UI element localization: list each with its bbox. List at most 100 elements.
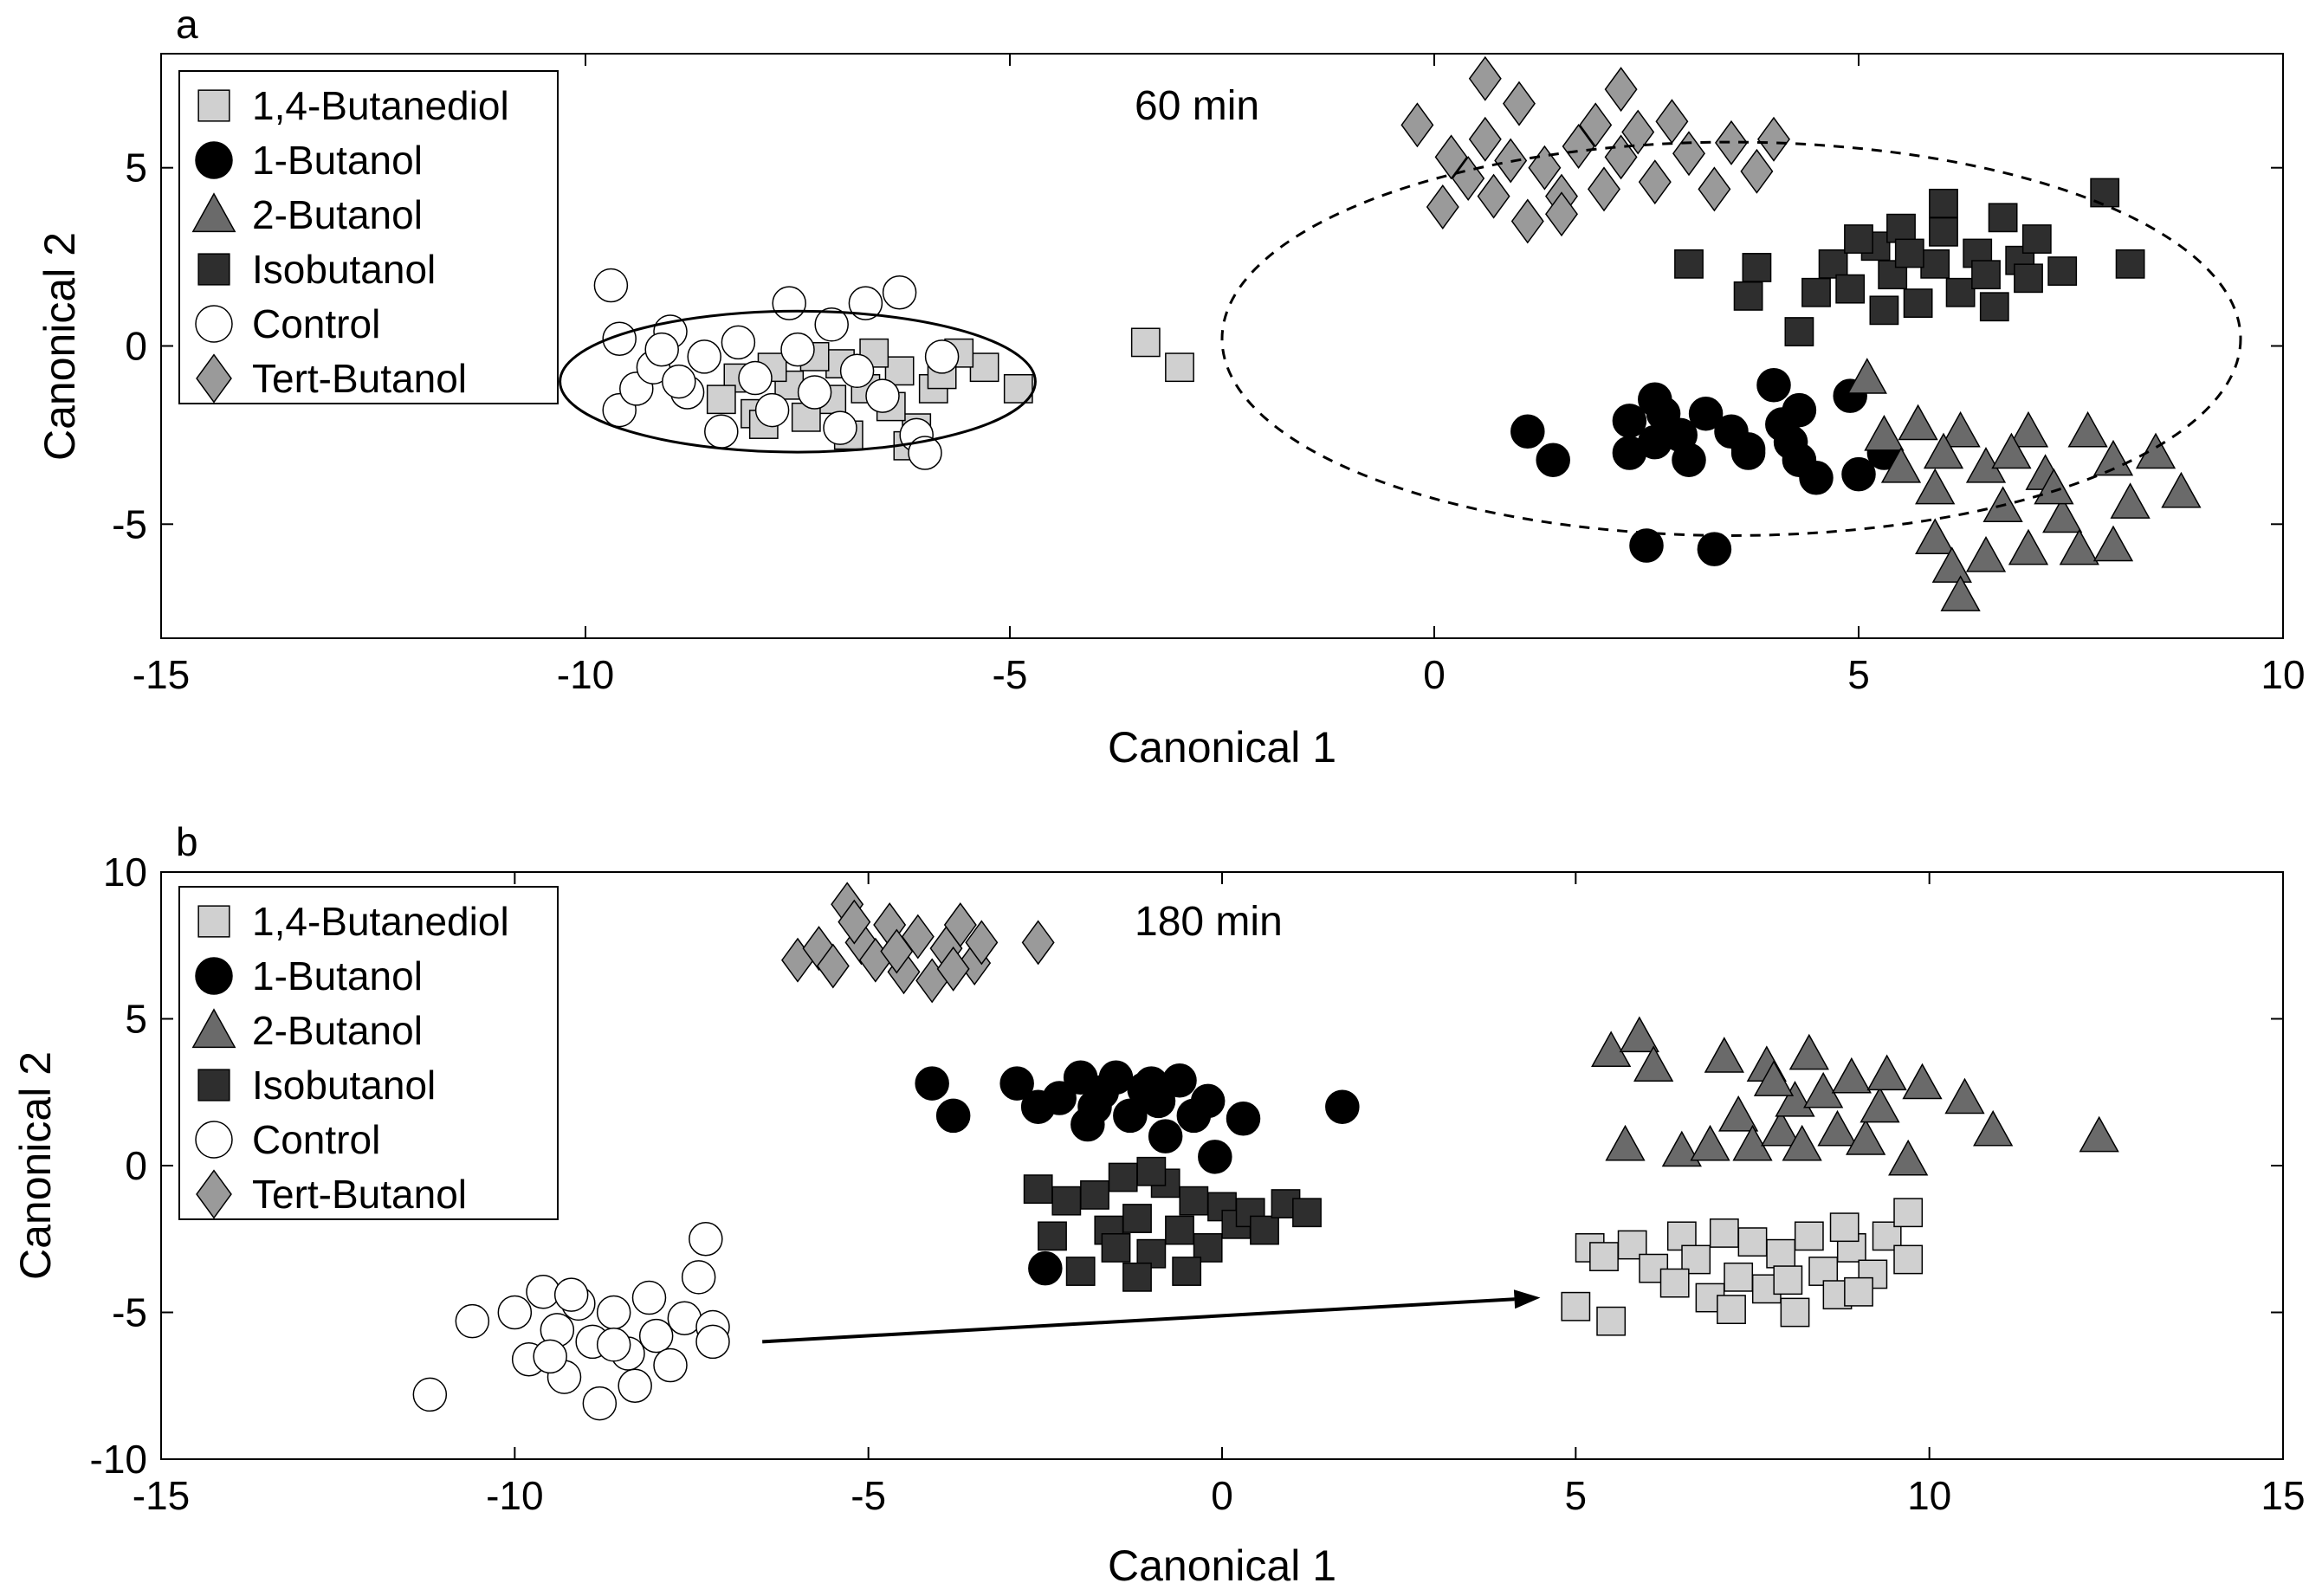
legend-label-1-butanol: 1-Butanol [252,953,423,998]
legend-label-1-4-butanediol: 1,4-Butanediol [252,899,509,944]
point-isobutanol [1136,1156,1167,1186]
point-isobutanol [2115,249,2145,279]
x-tick-label: -15 [133,1473,190,1518]
point-1-4-butanediol [1780,1297,1810,1328]
point-2-butanol [1965,535,2007,572]
point-1-butanol [1028,1250,1063,1286]
point-1-4-butanediol [1737,1227,1768,1257]
point-control [582,1386,618,1421]
point-isobutanol [1080,1180,1109,1210]
point-1-4-butanediol [1003,373,1033,404]
y-tick-label: -5 [112,1290,147,1335]
point-tert-butanol [965,920,999,966]
point-1-butanol [1697,532,1732,566]
point-isobutanol [1886,213,1916,243]
point-isobutanol [1929,188,1958,218]
point-control [848,286,883,320]
point-2-butanol [1690,1124,1730,1161]
point-1-4-butanediol [1596,1306,1627,1336]
point-1-4-butanediol [1130,327,1161,358]
point-control [596,1328,631,1362]
point-2-butanol [1898,404,1938,441]
x-tick-label: -15 [133,652,190,697]
point-tert-butanol [1655,99,1689,145]
panel-a-annotation: 60 min [1135,83,1259,129]
point-isobutanol [1122,1204,1152,1233]
point-2-butanol [1732,1124,1773,1161]
arrow-head [1513,1289,1541,1309]
point-2-butanol [2092,439,2134,476]
point-isobutanol [1801,277,1831,307]
point-2-butanol [1817,1109,1858,1147]
point-tert-butanol [901,914,935,960]
point-1-butanol [1688,396,1724,431]
legend-label-control: Control [252,1117,380,1162]
point-tert-butanol [1604,67,1638,113]
x-tick-label: -5 [851,1473,886,1518]
point-2-butanol [2008,528,2049,565]
point-control [721,325,756,360]
point-control [662,364,696,399]
panel-a-label: a [176,2,198,47]
point-control [596,1295,631,1330]
point-1-butanol [1226,1102,1261,1136]
legend-marker-isobutanol [197,253,230,286]
point-control [823,410,857,445]
point-2-butanol [2034,468,2074,505]
point-isobutanol [1818,249,1848,279]
point-tert-butanol [943,902,977,947]
point-1-butanol [1799,461,1834,495]
point-2-butanol [1704,1037,1744,1073]
point-control [689,1222,723,1257]
y-tick-label: 5 [125,145,147,191]
x-tick-label: 5 [1847,652,1870,697]
y-tick-label: 0 [125,1143,147,1188]
point-1-4-butanediol [1893,1198,1924,1228]
point-1-4-butanediol [1773,1265,1803,1296]
point-1-4-butanediol [1659,1268,1690,1298]
point-tert-butanol [838,899,871,945]
point-1-4-butanediol [1717,1295,1746,1325]
point-tert-butanol [1638,159,1672,205]
point-isobutanol [1894,238,1924,268]
point-isobutanol [1065,1257,1096,1286]
point-isobutanol [1733,281,1763,311]
x-tick-label: 5 [1565,1473,1588,1518]
point-tert-butanol [1510,198,1544,244]
point-isobutanol [1038,1221,1067,1251]
point-1-butanol [1646,396,1681,431]
point-1-4-butanediol [1561,1291,1591,1321]
point-2-butanol [1860,1086,1900,1123]
point-2-butanol [1940,410,1981,448]
legend-marker-tert-butanol [196,1169,232,1219]
x-tick-label: 0 [1211,1473,1233,1518]
point-control [618,1368,652,1403]
point-isobutanol [1878,260,1908,290]
point-2-butanol [1915,518,1956,554]
panel-b-points [412,882,2119,1421]
point-tert-butanol [1494,138,1528,184]
point-2-butanol [1931,546,1972,583]
point-2-butanol [1831,1056,1872,1094]
point-isobutanol [1674,249,1704,279]
legend-marker-1-butanol [195,957,233,995]
point-1-4-butanediol [1589,1242,1619,1271]
point-2-butanol [1591,1031,1632,1068]
point-tert-butanol [1715,120,1748,165]
point-tert-butanol [1468,55,1502,101]
panel-a-legend-box [178,70,559,404]
point-control [644,332,679,367]
point-control [681,1260,716,1295]
point-control [553,1277,589,1312]
panel-a-ticks: -15 -10 -5 0 5 10 -5 0 5 [112,54,2306,697]
y-tick-label: 0 [125,324,147,369]
point-isobutanol [1971,260,2001,290]
point-tert-butanol [1757,116,1790,162]
y-tick-label: -10 [90,1437,147,1482]
point-control [924,339,960,374]
point-1-butanol [915,1066,949,1101]
panel-b-arrow [762,1289,1541,1344]
point-2-butanol [1944,1077,1985,1115]
point-1-butanol [1042,1081,1077,1115]
